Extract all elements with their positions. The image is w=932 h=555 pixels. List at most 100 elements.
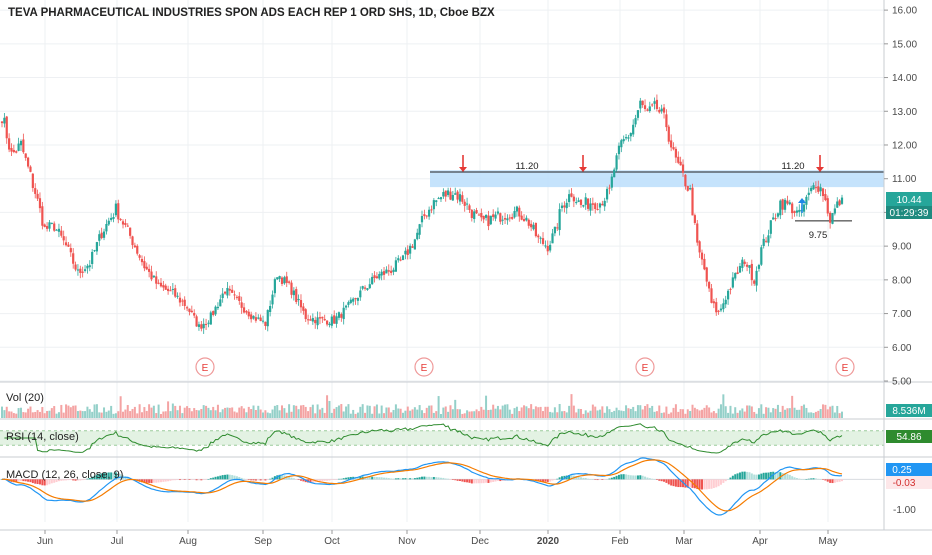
volume-bar — [148, 404, 151, 418]
macd-histogram-bar — [684, 479, 687, 488]
candle-body — [596, 208, 599, 210]
macd-histogram-bar — [539, 479, 542, 482]
candle-body — [107, 220, 110, 225]
volume-bar — [515, 406, 518, 418]
volume-bar — [568, 405, 571, 418]
macd-histogram-bar — [50, 479, 53, 484]
macd-histogram-bar — [729, 477, 732, 480]
volume-bar — [829, 406, 832, 418]
macd-histogram-bar — [387, 478, 390, 480]
macd-histogram-bar — [228, 474, 231, 480]
volume-bar — [273, 405, 276, 418]
macd-histogram-bar — [634, 475, 637, 480]
macd-histogram-bar — [428, 476, 431, 480]
macd-histogram-bar — [501, 479, 504, 481]
volume-bar — [247, 406, 250, 418]
macd-value-label-bg — [886, 463, 932, 476]
macd-histogram-bar — [810, 478, 813, 480]
candle-body — [736, 272, 739, 275]
volume-bar — [485, 395, 488, 418]
volume-bar — [727, 412, 730, 418]
candle-body — [121, 221, 125, 225]
macd-histogram-bar — [660, 479, 663, 482]
price-tick-label: 7.00 — [892, 309, 912, 320]
candle-body — [318, 317, 322, 319]
volume-bar — [86, 406, 89, 418]
macd-histogram-bar — [748, 472, 751, 480]
candle-body — [762, 238, 765, 247]
macd-histogram-bar — [451, 479, 454, 480]
price-tick-label: 15.00 — [892, 39, 917, 50]
volume-bar — [565, 412, 568, 418]
volume-bar — [318, 409, 321, 418]
volume-bar — [468, 411, 471, 418]
macd-histogram-bar — [423, 476, 426, 480]
candle-body — [579, 199, 583, 205]
macd-histogram-bar — [679, 479, 682, 488]
volume-bar — [648, 407, 651, 418]
macd-histogram-bar — [769, 471, 772, 480]
macd-histogram-bar — [632, 475, 635, 480]
candle-body — [795, 210, 799, 213]
candle-body — [88, 265, 91, 268]
macd-histogram-bar — [696, 479, 699, 490]
candle-body — [779, 200, 782, 216]
macd-histogram-bar — [259, 479, 262, 481]
macd-histogram-bar — [791, 476, 794, 480]
volume-bar — [81, 411, 84, 418]
candle-body — [667, 126, 670, 142]
macd-histogram-bar — [193, 479, 196, 480]
candle-body — [352, 298, 355, 302]
volume-bar — [141, 412, 143, 418]
volume-bar — [209, 410, 212, 418]
volume-bar — [677, 411, 680, 418]
macd-histogram-bar — [245, 479, 248, 480]
volume-bar — [817, 410, 820, 418]
candle-body — [269, 305, 272, 312]
macd-histogram-bar — [385, 477, 388, 480]
volume-bar — [205, 405, 208, 418]
volume-bar — [200, 408, 203, 418]
volume-bar — [105, 411, 108, 418]
macd-histogram-bar — [69, 479, 72, 481]
volume-bar — [601, 406, 604, 418]
macd-histogram-bar — [708, 479, 711, 489]
candle-body — [454, 193, 457, 195]
volume-bar — [432, 412, 435, 418]
macd-histogram-bar — [701, 479, 703, 490]
candle-body — [722, 303, 725, 310]
macd-histogram-bar — [603, 479, 606, 480]
volume-bar — [352, 409, 355, 418]
volume-bar — [276, 405, 279, 418]
candle-body — [549, 244, 552, 251]
candle-body — [124, 223, 127, 225]
chart-title: TEVA PHARMACEUTICAL INDUSTRIES SPON ADS … — [8, 7, 495, 19]
candle-body — [681, 164, 685, 173]
volume-bar — [769, 412, 772, 418]
volume-bar — [421, 410, 423, 418]
volume-bar — [178, 405, 181, 418]
volume-bar — [437, 396, 440, 418]
volume-bar — [456, 409, 459, 418]
candle-body — [781, 199, 784, 210]
candle-body — [60, 230, 63, 236]
candle-body — [465, 203, 469, 205]
volume-bar — [570, 394, 573, 418]
candle-body — [5, 116, 8, 139]
candle-body — [819, 187, 822, 192]
candle-body — [43, 224, 46, 227]
candle-body — [734, 273, 737, 279]
macd-histogram-bar — [482, 479, 485, 484]
candle-body — [428, 209, 431, 217]
volume-bar — [693, 407, 696, 418]
macd-histogram-bar — [240, 477, 243, 480]
macd-histogram-bar — [216, 476, 219, 480]
volume-bar — [34, 411, 37, 418]
volume-bar — [525, 406, 528, 418]
macd-histogram-bar — [176, 479, 179, 480]
candle-body — [48, 222, 51, 229]
macd-histogram-bar — [316, 479, 319, 482]
volume-bar — [627, 408, 630, 418]
macd-histogram-bar — [772, 471, 775, 480]
candle-body — [159, 282, 163, 287]
